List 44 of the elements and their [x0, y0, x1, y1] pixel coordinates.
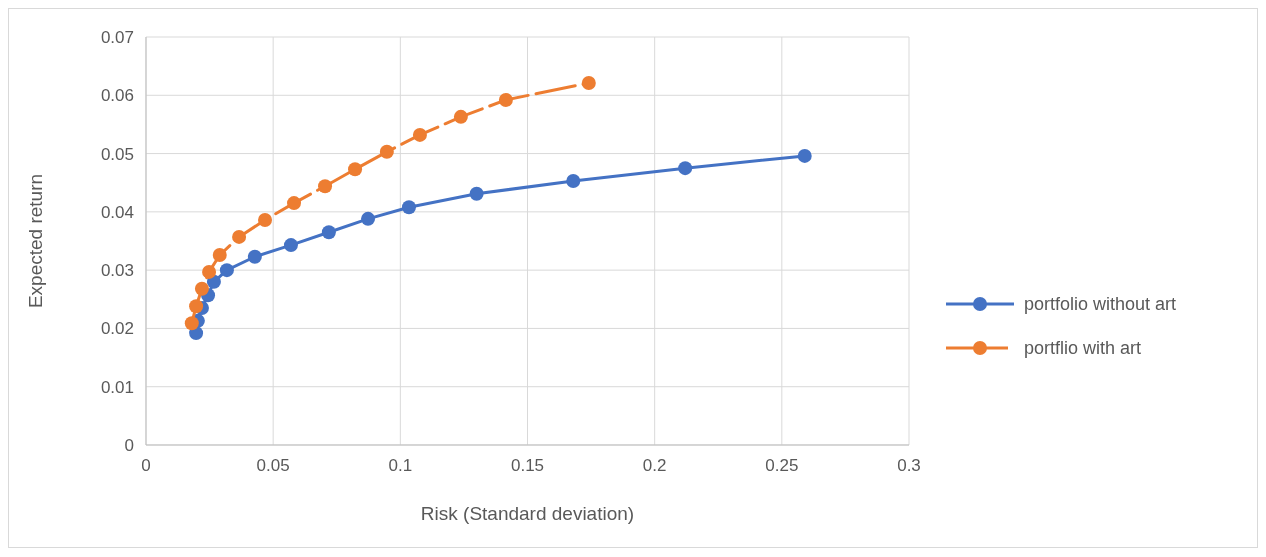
point	[797, 148, 812, 163]
x-tick-label: 0	[141, 456, 151, 475]
point	[219, 263, 234, 278]
point	[232, 229, 247, 244]
x-tick-label: 0.05	[256, 456, 290, 475]
point	[212, 247, 227, 262]
point	[194, 281, 209, 296]
point	[247, 249, 262, 264]
y-tick-label: 0.02	[100, 319, 134, 339]
x-tick-label: 0.2	[642, 456, 667, 475]
point	[581, 76, 596, 91]
y-tick-label: 0	[124, 436, 134, 455]
point	[412, 127, 427, 142]
point	[321, 225, 336, 240]
x-tick-label: 0.1	[388, 456, 413, 475]
y-tick-label: 0.05	[100, 144, 134, 164]
point	[498, 92, 513, 107]
y-tick-label: 0.06	[100, 86, 134, 106]
point	[361, 211, 376, 226]
point	[566, 173, 581, 188]
y-tick-label: 0.01	[100, 377, 134, 397]
point	[453, 109, 468, 124]
point	[469, 186, 484, 201]
point	[283, 238, 298, 253]
legend-label: portfolio without art	[1024, 294, 1177, 314]
x-tick-label: 0.3	[897, 456, 921, 475]
legend-label: portflio with art	[1024, 338, 1142, 358]
point	[258, 213, 273, 228]
point	[318, 179, 333, 194]
point	[287, 196, 302, 211]
y-tick-label: 0.04	[100, 202, 134, 222]
x-tick-label: 0.25	[765, 456, 799, 475]
y-tick-label: 0.07	[100, 28, 134, 47]
y-axis-title: Expected return	[25, 173, 46, 309]
x-tick-label: 0.15	[510, 456, 545, 475]
point	[189, 299, 204, 314]
y-tick-label: 0.03	[100, 261, 134, 281]
point	[202, 264, 217, 279]
point	[678, 161, 693, 176]
point	[184, 316, 199, 331]
point	[401, 200, 416, 215]
point	[379, 144, 394, 159]
x-axis-title: Risk (Standard deviation)	[420, 503, 635, 524]
point	[348, 162, 363, 177]
